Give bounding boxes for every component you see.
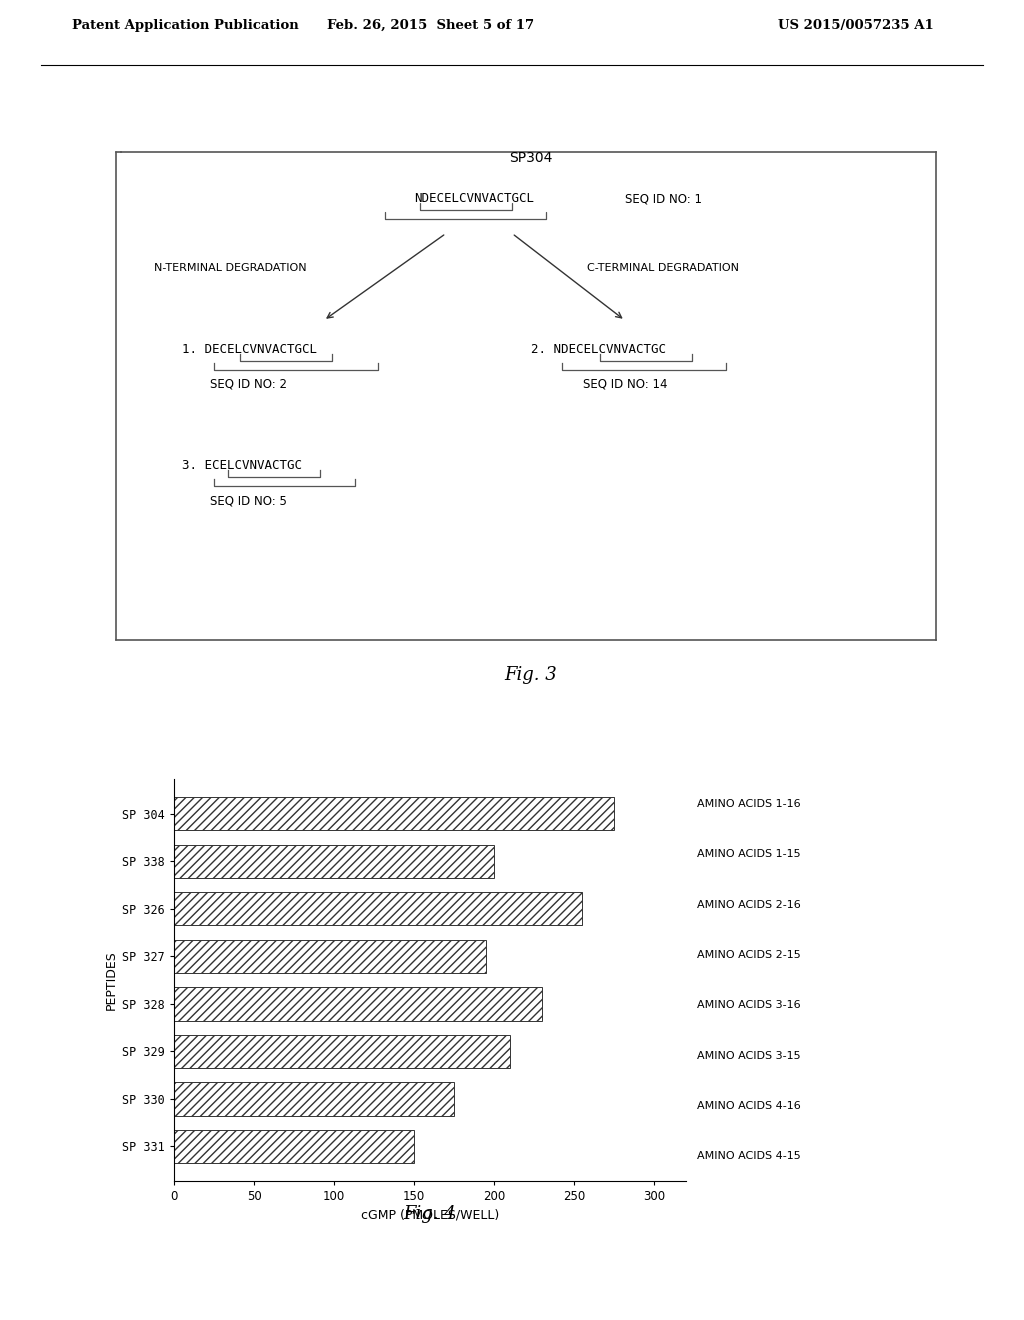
Text: SEQ ID NO: 5: SEQ ID NO: 5 [210,494,287,507]
Text: 3. ECELCVNVACTGC: 3. ECELCVNVACTGC [182,459,302,473]
Text: AMINO ACIDS 1-15: AMINO ACIDS 1-15 [697,849,801,859]
Text: Fig. 4: Fig. 4 [403,1205,457,1224]
Text: AMINO ACIDS 1-16: AMINO ACIDS 1-16 [697,799,801,809]
Text: N-TERMINAL DEGRADATION: N-TERMINAL DEGRADATION [154,263,306,273]
Text: SEQ ID NO: 14: SEQ ID NO: 14 [583,378,668,391]
Text: AMINO ACIDS 3-16: AMINO ACIDS 3-16 [697,1001,801,1010]
Text: SEQ ID NO: 2: SEQ ID NO: 2 [210,378,287,391]
Text: 1. DECELCVNVACTGCL: 1. DECELCVNVACTGCL [182,343,317,356]
Text: AMINO ACIDS 2-15: AMINO ACIDS 2-15 [697,950,801,960]
Text: SEQ ID NO: 1: SEQ ID NO: 1 [625,191,702,205]
Text: AMINO ACIDS 3-15: AMINO ACIDS 3-15 [697,1051,801,1060]
Text: 2. NDECELCVNVACTGC: 2. NDECELCVNVACTGC [530,343,666,356]
Text: US 2015/0057235 A1: US 2015/0057235 A1 [778,18,934,32]
Bar [174,797,614,830]
Bar [174,940,486,973]
Bar [174,987,542,1020]
Bar [174,1035,510,1068]
Y-axis label: PEPTIDES: PEPTIDES [105,950,118,1010]
Text: AMINO ACIDS 4-15: AMINO ACIDS 4-15 [697,1151,801,1162]
Text: AMINO ACIDS 2-16: AMINO ACIDS 2-16 [697,900,801,909]
Text: NDECELCVNVACTGCL: NDECELCVNVACTGCL [415,191,535,205]
Bar [174,1130,414,1163]
X-axis label: cGMP (PMOLES/WELL): cGMP (PMOLES/WELL) [360,1209,500,1222]
Text: C-TERMINAL DEGRADATION: C-TERMINAL DEGRADATION [588,263,739,273]
Bar [174,1082,454,1115]
Bar [174,892,582,925]
Text: Feb. 26, 2015  Sheet 5 of 17: Feb. 26, 2015 Sheet 5 of 17 [327,18,534,32]
Text: Fig. 3: Fig. 3 [505,665,557,684]
Text: Patent Application Publication: Patent Application Publication [72,18,298,32]
Text: SP304: SP304 [509,150,553,165]
Text: AMINO ACIDS 4-16: AMINO ACIDS 4-16 [697,1101,801,1111]
Bar [174,845,495,878]
